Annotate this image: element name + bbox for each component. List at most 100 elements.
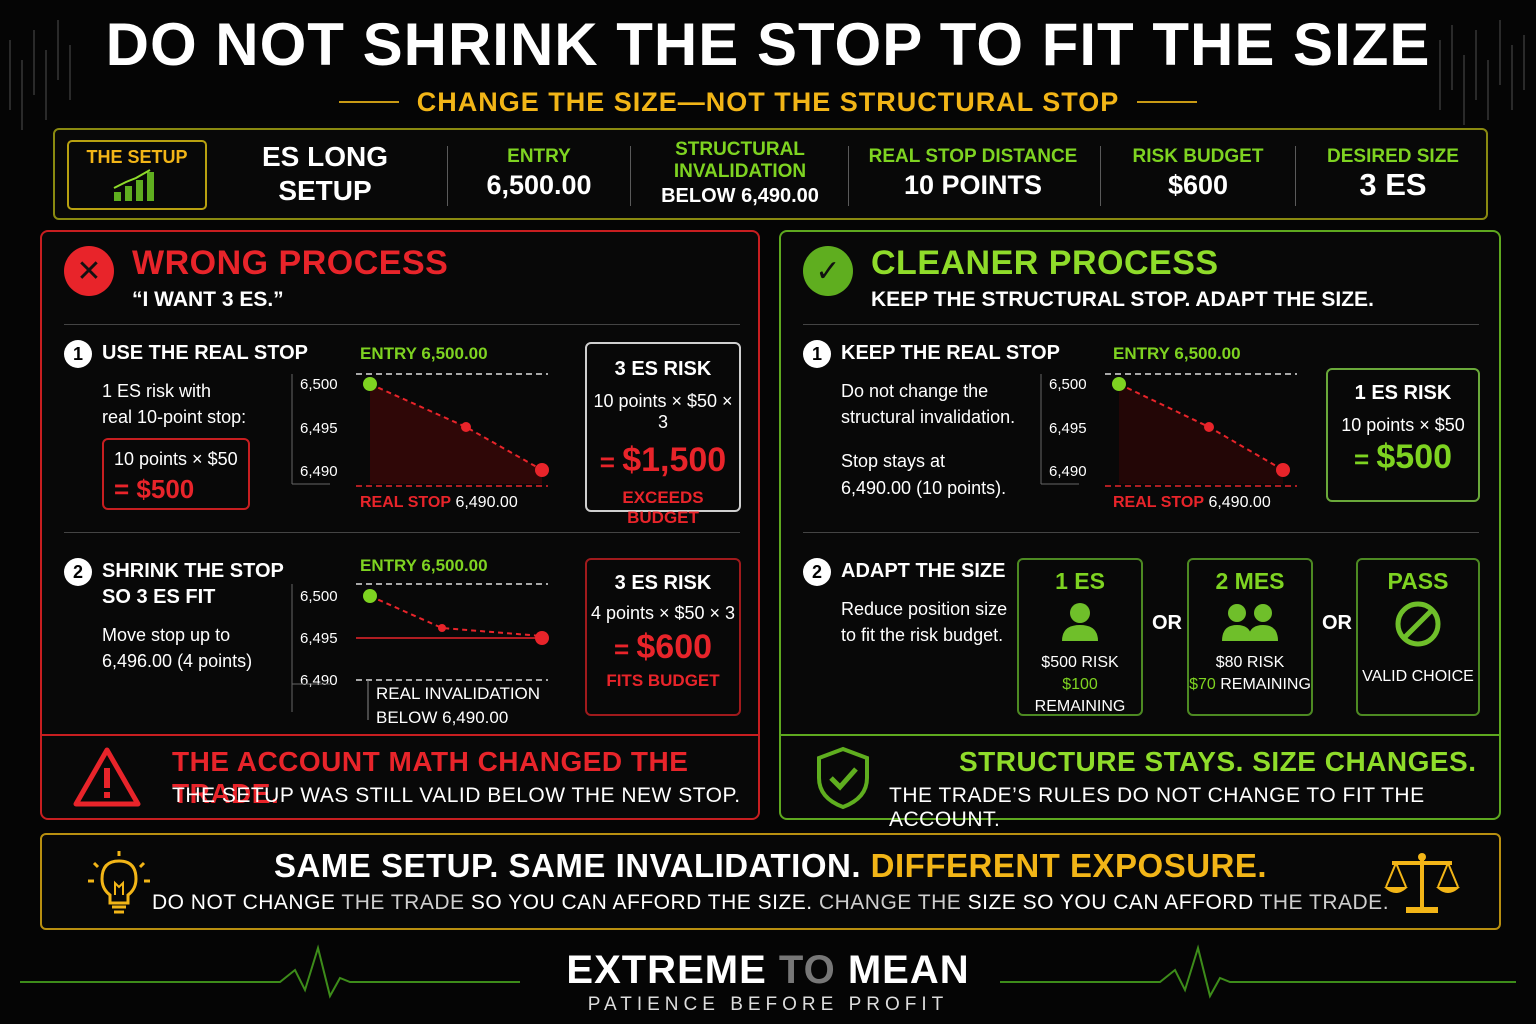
check-circle-icon: ✓	[803, 246, 853, 296]
wrong-quote: “I WANT 3 ES.”	[132, 288, 284, 311]
setup-stop-distance: REAL STOP DISTANCE 10 POINTS	[855, 130, 1091, 218]
risk-box: 3 ES RISK 4 points × $50 × 3 = $600 FITS…	[585, 558, 741, 716]
brand-part: TO	[778, 948, 836, 992]
setup-badge: THE SETUP	[67, 140, 207, 210]
step-note: Stop stays at	[841, 451, 946, 471]
setup-bar: THE SETUP ES LONG SETUP ENTRY 6,500.00 S…	[53, 128, 1488, 220]
mid-point	[461, 422, 471, 432]
step-title: SHRINK THE STOP	[102, 560, 284, 582]
divider	[338, 101, 399, 103]
wrong-footer-sub: THE SETUP WAS STILL VALID BELOW THE NEW …	[172, 784, 741, 807]
shield-check-icon	[817, 746, 869, 810]
step-title: SO 3 ES FIT	[102, 586, 216, 608]
remaining-value: $100	[1062, 676, 1098, 693]
banner-sub-part: CHANGE THE	[818, 891, 962, 914]
step-number: 1	[803, 340, 831, 368]
option-2-mes[interactable]: 2 MES $80 RISK $70 REMAINING	[1187, 558, 1313, 716]
divider	[64, 324, 740, 325]
calc-text: 10 points × $50	[114, 449, 238, 469]
summary-banner: SAME SETUP. SAME INVALIDATION. DIFFERENT…	[40, 833, 1501, 930]
tick-label: 6,495	[300, 630, 338, 647]
mid-point	[438, 624, 446, 632]
remaining-label: REMAINING	[1034, 698, 1126, 715]
entry-point	[1112, 377, 1126, 391]
tick-label: 6,490	[300, 463, 338, 480]
banner-title: SAME SETUP. SAME INVALIDATION. DIFFERENT…	[42, 847, 1499, 885]
brand-logo: EXTREME TO MEAN	[0, 948, 1536, 993]
risk-title: 3 ES RISK	[614, 572, 712, 594]
step-body: to fit the risk budget.	[841, 625, 1004, 645]
divider	[803, 532, 1479, 533]
option-title: PASS	[1387, 568, 1449, 594]
setup-badge-label: THE SETUP	[86, 147, 188, 167]
desired-size-label: DESIRED SIZE	[1327, 146, 1459, 167]
warning-icon	[73, 747, 141, 807]
setup-entry: ENTRY 6,500.00	[455, 130, 623, 218]
entry-value: 6,500.00	[486, 170, 592, 200]
banner-title-highlight: DIFFERENT EXPOSURE.	[870, 847, 1268, 884]
page-subtitle: CHANGE THE SIZE—NOT THE STRUCTURAL STOP	[416, 86, 1120, 117]
setup-name-col: ES LONG SETUP	[220, 130, 430, 218]
divider	[1295, 146, 1296, 206]
desired-size-value: 3 ES	[1359, 167, 1427, 202]
entry-word: ENTRY	[1113, 344, 1170, 363]
chart-shrunk-stop	[291, 583, 549, 720]
clean-title: CLEANER PROCESS	[871, 244, 1219, 282]
risk-foot: EXCEEDS BUDGET	[622, 488, 704, 527]
wrong-process-panel: ✕ WRONG PROCESS “I WANT 3 ES.” 1 USE THE…	[40, 230, 760, 820]
step-note: 6,490.00 (10 points).	[841, 478, 1007, 498]
calc-result: = $500	[114, 474, 194, 505]
setup-name: ES LONG SETUP	[261, 141, 388, 206]
risk-budget-label: RISK BUDGET	[1132, 146, 1264, 167]
risk-eq: =	[613, 634, 637, 664]
stop-price: 6,490.00	[455, 494, 518, 511]
brand-tagline: PATIENCE BEFORE PROFIT	[587, 994, 949, 1015]
risk-calc: 4 points × $50 × 3	[590, 603, 736, 623]
entry-label: ENTRY	[507, 146, 571, 167]
step-body: Do not change the	[841, 381, 989, 401]
stop-price: 6,490.00	[1208, 494, 1271, 511]
stop-point	[535, 463, 549, 477]
risk-eq: =	[599, 447, 623, 477]
step-title: USE THE REAL STOP	[102, 342, 308, 364]
step-title: ADAPT THE SIZE	[841, 560, 1006, 582]
step-body: 6,496.00 (4 points)	[102, 651, 253, 671]
setup-risk-budget: RISK BUDGET $600	[1105, 130, 1291, 218]
divider	[630, 146, 631, 206]
chart-real-stop	[291, 373, 549, 487]
risk-value: $1,500	[622, 441, 727, 479]
subtitle-row: CHANGE THE SIZE—NOT THE STRUCTURAL STOP	[0, 86, 1536, 118]
clean-footer-sub: THE TRADE’S RULES DO NOT CHANGE TO FIT T…	[889, 784, 1425, 831]
option-title: 2 MES	[1215, 568, 1285, 594]
option-remaining: $70 REMAINING	[1189, 674, 1311, 696]
divider	[1137, 101, 1198, 103]
tick-label: 6,500	[300, 588, 338, 605]
option-1-es[interactable]: 1 ES $500 RISK $100 REMAINING	[1017, 558, 1143, 716]
option-risk: $500 RISK	[1041, 654, 1119, 671]
risk-box: 3 ES RISK 10 points × $50 × 3 = $1,500 E…	[585, 342, 741, 527]
cleaner-process-panel: ✓ CLEANER PROCESS KEEP THE STRUCTURAL ST…	[779, 230, 1501, 831]
price-path	[369, 595, 543, 637]
risk-value-line: = $500	[1328, 438, 1478, 477]
divider	[1100, 146, 1101, 206]
step-title: KEEP THE REAL STOP	[841, 342, 1060, 364]
divider	[803, 324, 1479, 325]
stop-word: REAL STOP	[1113, 494, 1204, 511]
step-number: 2	[64, 558, 92, 586]
tick-label: 6,490	[1049, 463, 1087, 480]
step-body: 1 ES risk with	[102, 381, 212, 401]
brand-part: MEAN	[835, 948, 970, 992]
tick-label: 6,500	[1049, 376, 1087, 393]
chart-entry-label: ENTRY 6,500.00	[360, 556, 488, 576]
risk-calc: 10 points × $50	[1341, 415, 1465, 435]
lightbulb-icon	[88, 851, 150, 914]
balance-scale-icon	[1384, 853, 1460, 913]
risk-calc: 10 points × $50 × 3	[593, 391, 733, 432]
banner-sub-part: DO NOT CHANGE	[151, 891, 342, 914]
entry-word: ENTRY	[360, 344, 417, 363]
prohibited-icon	[1395, 601, 1441, 647]
option-pass[interactable]: PASS VALID CHOICE	[1356, 558, 1480, 716]
wrong-footer-title: THE ACCOUNT MATH CHANGED THE TRADE.	[172, 746, 689, 809]
banner-sub-part: THE TRADE.	[1259, 891, 1390, 914]
signal-bars-icon	[113, 169, 154, 201]
